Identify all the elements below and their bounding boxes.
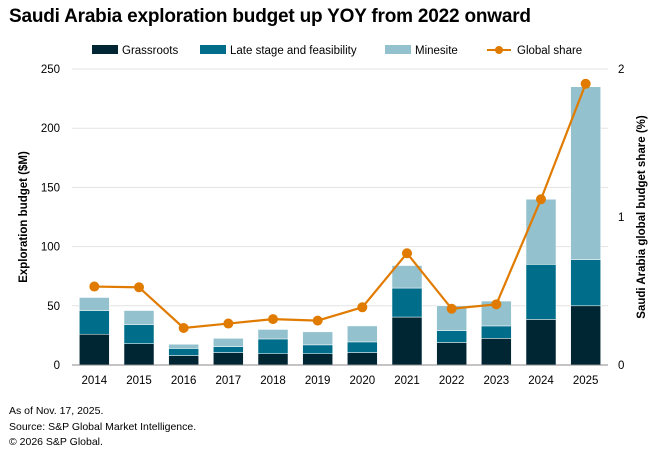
- x-tick-label: 2025: [573, 375, 599, 387]
- y-tick-label: 250: [41, 64, 60, 76]
- point-global-share: [446, 303, 457, 314]
- point-global-share: [357, 302, 368, 313]
- point-global-share: [491, 299, 502, 310]
- bar-grassroots: [391, 316, 423, 366]
- bar-minesite: [168, 344, 199, 349]
- point-global-share: [580, 78, 591, 89]
- x-tick-label: 2017: [216, 375, 242, 387]
- footnote-date: As of Nov. 17, 2025.: [9, 405, 104, 417]
- y2-tick-label: 1: [618, 212, 624, 224]
- y-tick-label: 100: [41, 242, 60, 254]
- bar-minesite: [347, 325, 378, 343]
- legend-swatch: [200, 45, 226, 54]
- bar-minesite: [123, 310, 155, 325]
- bar-grassroots: [257, 353, 289, 366]
- bar-late-stage-and-feasibility: [168, 348, 199, 356]
- legend-swatch: [385, 45, 411, 54]
- bar-grassroots: [481, 338, 512, 366]
- footnote-source: Source: S&P Global Market Intelligence.: [9, 421, 197, 433]
- bar-grassroots: [347, 352, 378, 366]
- legend-swatch: [92, 45, 118, 54]
- bar-grassroots: [168, 355, 199, 366]
- legend-swatch-marker: [495, 46, 503, 54]
- bar-late-stage-and-feasibility: [123, 324, 155, 344]
- legend-label: Global share: [517, 45, 582, 57]
- point-global-share: [402, 248, 412, 259]
- y2-axis-label: Saudi Arabia global budget share (%): [636, 115, 648, 319]
- bar-minesite: [570, 86, 601, 260]
- bar-late-stage-and-feasibility: [436, 330, 467, 343]
- legend-label: Grassroots: [122, 45, 178, 57]
- bar-grassroots: [302, 353, 333, 366]
- point-global-share: [536, 194, 546, 205]
- point-global-share: [223, 318, 234, 329]
- bar-late-stage-and-feasibility: [570, 259, 601, 307]
- point-global-share: [178, 323, 189, 333]
- x-tick-label: 2022: [439, 375, 465, 387]
- bar-minesite: [257, 329, 289, 340]
- bar-late-stage-and-feasibility: [257, 338, 289, 355]
- bar-grassroots: [79, 333, 110, 366]
- x-tick-label: 2021: [394, 375, 420, 387]
- chart-title: Saudi Arabia exploration budget up YOY f…: [9, 6, 531, 27]
- y2-tick-label: 2: [618, 64, 624, 76]
- bar-late-stage-and-feasibility: [79, 310, 110, 335]
- y-tick-label: 0: [54, 360, 60, 372]
- y-tick-label: 50: [47, 301, 60, 313]
- y-tick-label: 150: [41, 182, 60, 194]
- bar-minesite: [79, 297, 110, 311]
- bar-grassroots: [570, 305, 601, 366]
- bar-grassroots: [436, 342, 467, 366]
- footnote-copyright: © 2026 S&P Global.: [9, 436, 103, 448]
- legend-label: Minesite: [415, 45, 458, 57]
- x-tick-label: 2016: [171, 375, 197, 387]
- bar-late-stage-and-feasibility: [213, 346, 244, 353]
- x-tick-label: 2023: [484, 375, 510, 387]
- line-global-share: [94, 83, 587, 330]
- x-tick-label: 2015: [126, 375, 152, 387]
- x-tick-label: 2020: [350, 375, 376, 387]
- bar-late-stage-and-feasibility: [347, 341, 378, 353]
- bar-late-stage-and-feasibility: [525, 264, 557, 320]
- x-tick-label: 2024: [528, 375, 554, 387]
- bar-grassroots: [213, 352, 244, 366]
- bar-minesite: [302, 331, 333, 346]
- y-tick-label: 200: [41, 123, 60, 135]
- bar-minesite: [213, 338, 244, 347]
- bar-late-stage-and-feasibility: [302, 344, 333, 355]
- x-tick-label: 2018: [260, 375, 286, 387]
- point-global-share: [312, 315, 323, 326]
- bar-grassroots: [123, 343, 155, 366]
- bar-minesite: [525, 198, 557, 265]
- bar-late-stage-and-feasibility: [481, 325, 512, 339]
- bar-late-stage-and-feasibility: [391, 287, 423, 318]
- point-global-share: [134, 282, 144, 293]
- bar-minesite: [391, 265, 423, 289]
- bar-grassroots: [525, 319, 557, 366]
- x-tick-label: 2019: [305, 375, 331, 387]
- x-tick-label: 2014: [82, 375, 108, 387]
- y2-tick-label: 0: [618, 360, 624, 372]
- y-axis-label: Exploration budget ($M): [18, 151, 30, 283]
- point-global-share: [89, 281, 100, 292]
- legend-label: Late stage and feasibility: [230, 45, 357, 57]
- point-global-share: [268, 314, 278, 325]
